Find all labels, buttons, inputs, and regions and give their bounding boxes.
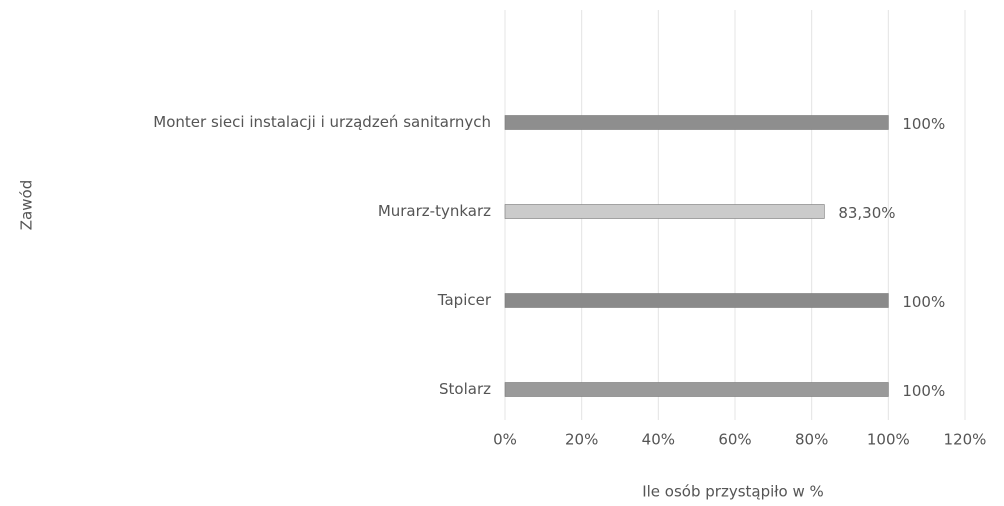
value-label: 100% xyxy=(902,115,945,133)
value-label: 100% xyxy=(902,293,945,311)
bar xyxy=(504,115,889,130)
y-tick-label: Murarz-tynkarz xyxy=(378,202,491,220)
value-label: 83,30% xyxy=(838,204,895,222)
x-tick-label: 80% xyxy=(795,431,828,449)
x-tick-label: 0% xyxy=(493,431,517,449)
y-tick-label: Stolarz xyxy=(439,380,491,398)
x-tick-label: 20% xyxy=(565,431,598,449)
bar xyxy=(504,293,889,308)
y-tick-label: Monter sieci instalacji i urządzeń sanit… xyxy=(153,113,491,131)
value-label: 100% xyxy=(902,382,945,400)
x-tick-label: 100% xyxy=(867,431,910,449)
bar xyxy=(504,204,825,219)
x-tick-label: 60% xyxy=(718,431,751,449)
x-axis-label: Ile osób przystąpiło w % xyxy=(642,483,824,501)
x-tick-label: 120% xyxy=(944,431,987,449)
x-tick-label: 40% xyxy=(642,431,675,449)
y-axis-label: Zawód xyxy=(18,180,36,230)
bar xyxy=(504,382,889,397)
y-tick-label: Tapicer xyxy=(437,291,492,309)
